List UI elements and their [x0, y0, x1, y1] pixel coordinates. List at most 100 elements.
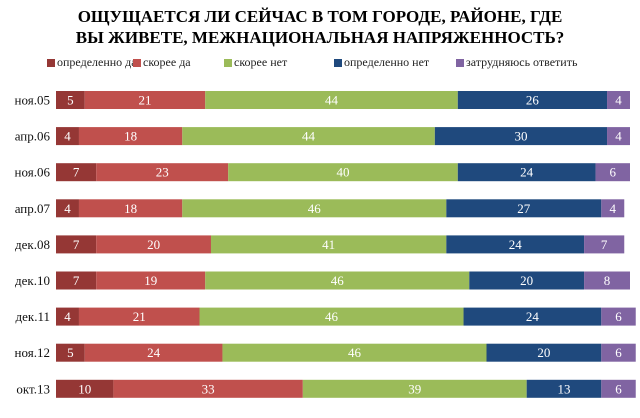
bar-row: апр.06 4 18 44 30 4: [15, 127, 630, 146]
bar-segment: [222, 343, 487, 362]
data-label: 4: [64, 129, 71, 144]
bar-segment: [56, 91, 85, 109]
category-label: дек.08: [15, 237, 50, 252]
bar-segment: [446, 199, 602, 218]
category-label: ноя.05: [15, 93, 50, 108]
bar-segment: [199, 307, 464, 326]
data-label: 41: [322, 237, 335, 252]
bar-segment: [457, 163, 596, 182]
data-label: 7: [73, 165, 80, 180]
bar-segment: [446, 235, 585, 254]
chart-legend: определенно да скорее да скорее нет опре…: [0, 55, 640, 69]
bar-segment: [595, 163, 630, 182]
bar-row: ноя.05 5 21 44 26 4: [15, 91, 630, 109]
data-label: 44: [302, 129, 316, 144]
bar-row: ноя.12 5 24 46 20 6: [15, 343, 636, 362]
bar-segment: [457, 91, 608, 109]
bar-segment: [182, 127, 435, 146]
legend-swatch: [47, 58, 55, 67]
bar-segment: [205, 91, 458, 109]
data-label: 4: [64, 201, 71, 216]
legend-item-hard-to-say: затрудняюсь ответить: [456, 55, 577, 70]
data-label: 6: [615, 345, 622, 360]
bar-segment: [78, 199, 183, 218]
bar-segment: [56, 343, 85, 362]
bar-segment: [78, 127, 183, 146]
bar-segment: [463, 307, 602, 326]
legend-swatch: [334, 58, 342, 67]
data-label: 46: [331, 273, 345, 288]
bar-segment: [113, 379, 303, 398]
bar-segment: [56, 271, 97, 290]
bar-segment: [526, 379, 602, 398]
legend-swatch: [133, 58, 141, 67]
data-label: 24: [509, 237, 523, 252]
data-label: 10: [78, 381, 91, 396]
bar-segment: [228, 163, 458, 182]
chart-title-line-1: ОЩУЩАЕТСЯ ЛИ СЕЙЧАС В ТОМ ГОРОДЕ, РАЙОНЕ…: [77, 7, 563, 26]
bar-row: дек.08 7 20 41 24 7: [15, 235, 625, 254]
bar-segment: [96, 271, 206, 290]
data-label: 4: [615, 129, 622, 144]
bar-row: дек.10 7 19 46 20 8: [15, 271, 630, 290]
data-label: 5: [67, 93, 74, 108]
bar-segment: [607, 127, 630, 146]
data-label: 39: [408, 381, 421, 396]
legend-item-definitely-yes: определенно да: [47, 55, 137, 70]
bar-row: дек.11 4 21 46 24 6: [16, 307, 636, 326]
data-label: 44: [325, 93, 339, 108]
legend-label: скорее нет: [234, 55, 288, 69]
data-label: 4: [615, 93, 622, 108]
data-label: 26: [526, 93, 540, 108]
bar-segment: [96, 235, 211, 254]
data-label: 24: [147, 345, 161, 360]
legend-item-rather-yes: скорее да: [133, 55, 191, 70]
bar-segment: [56, 127, 79, 146]
category-label: дек.10: [15, 273, 50, 288]
data-label: 20: [147, 237, 160, 252]
bar-segment: [302, 379, 527, 398]
data-label: 20: [520, 273, 533, 288]
bar-segment: [96, 163, 229, 182]
bar-segment: [469, 271, 585, 290]
bar-segment: [84, 343, 223, 362]
bar-segment: [486, 343, 602, 362]
data-label: 23: [156, 165, 169, 180]
legend-label: определенно да: [57, 55, 137, 69]
data-label: 7: [601, 237, 608, 252]
data-label: 20: [537, 345, 550, 360]
legend-swatch: [456, 58, 464, 67]
category-label: окт.13: [16, 381, 50, 396]
data-label: 13: [557, 381, 570, 396]
data-label: 6: [615, 309, 622, 324]
bar-segment: [56, 307, 79, 326]
legend-item-rather-no: скорее нет: [224, 55, 287, 70]
data-label: 33: [202, 381, 215, 396]
data-label: 4: [64, 309, 71, 324]
data-label: 5: [67, 345, 74, 360]
data-label: 7: [73, 237, 80, 252]
bar-segment: [210, 235, 447, 254]
data-label: 19: [144, 273, 157, 288]
bar-segment: [601, 379, 636, 398]
bar-row: ноя.06 7 23 40 24 6: [15, 163, 630, 182]
data-label: 4: [610, 201, 617, 216]
category-label: апр.06: [15, 129, 51, 144]
data-label: 40: [337, 165, 350, 180]
data-label: 46: [348, 345, 362, 360]
bar-segment: [78, 307, 200, 326]
bar-segment: [434, 127, 608, 146]
bar-segment: [56, 235, 97, 254]
chart-title-line-2: ВЫ ЖИВЕТЕ, МЕЖНАЦИОНАЛЬНАЯ НАПРЯЖЕННОСТЬ…: [75, 28, 565, 47]
legend-swatch: [224, 58, 232, 67]
data-label: 6: [610, 165, 617, 180]
bar-row: апр.07 4 18 46 27 4: [15, 199, 625, 218]
data-label: 8: [604, 273, 611, 288]
legend-label: скорее да: [143, 55, 191, 69]
bar-segment: [607, 91, 630, 109]
bar-segment: [601, 343, 636, 362]
bar-segment: [205, 271, 470, 290]
bar-segment: [601, 199, 625, 218]
category-label: дек.11: [16, 309, 50, 324]
